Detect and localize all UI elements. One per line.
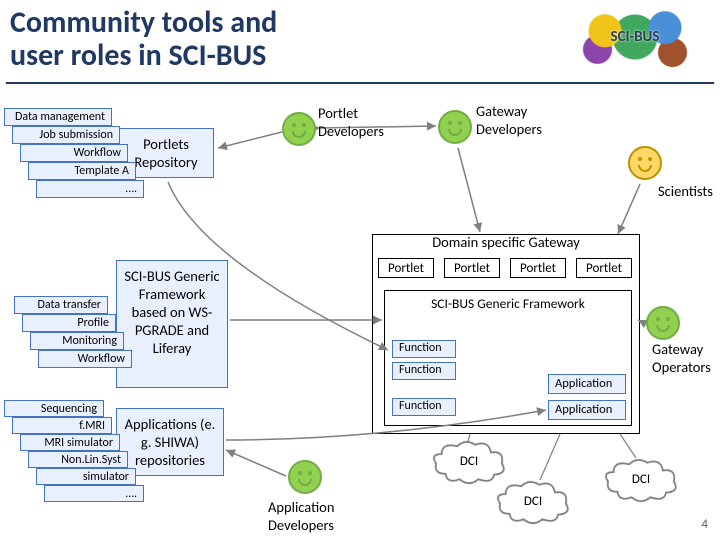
function-box: Function [392,398,456,416]
scientists-label: Scientists [658,182,713,200]
dci-cloud: DCI [494,478,572,526]
portlets-repo-label: Portlets Repository [134,135,197,171]
function-box: Function [392,340,456,358]
stack-tab: Profile [22,314,116,332]
stack-tab: MRI simulator [20,434,120,451]
portlet_dev-label: Portlet Developers [318,104,410,140]
stack-tab: Template A [28,162,136,180]
framework-label: SCI-BUS Generic Framework based on WS-PG… [124,267,219,357]
gateway_dev-face-icon [438,110,472,144]
app_dev-face-icon [288,460,322,494]
gateway_dev-label: Gateway Developers [476,102,568,138]
dci-cloud: DCI [602,456,680,504]
stack-tab: Sequencing [4,400,104,417]
stack-tab: Monitoring [30,332,124,350]
portlet-box: Portlet [510,258,566,278]
title-line: Community tools and user roles in SCI-BU… [10,4,277,74]
applications-repo-box: Applications (e. g. SHIWA) repositories [116,408,224,476]
stack-tab: Non.Lin.Syst [28,451,128,468]
logo-text: SCI-BUS [611,28,660,46]
stack-tab: f.MRI [12,417,112,434]
app_dev-label: Application Developers [268,498,360,534]
framework-box: SCI-BUS Generic Framework based on WS-PG… [116,260,228,388]
slide-title: Community tools and user roles in SCI-BU… [10,6,277,72]
gw_operators-face-icon [646,306,680,340]
gw_operators-label: Gateway Operators [652,340,720,376]
portlet-box: Portlet [444,258,500,278]
stack-tab: Data transfer [14,296,108,314]
stack-tab: Workflow [38,350,132,368]
stack-tab: Job submission [12,126,120,144]
stack-tab: …. [36,180,144,198]
domain-title: Domain specific Gateway [432,233,580,251]
stack-tab: …. [44,485,144,502]
title-underline [6,82,714,84]
stack-tab: Workflow [20,144,128,162]
application-box: Application [548,400,626,420]
stack-tab: Data management [4,108,112,126]
function-box: Function [392,362,456,380]
portlet-box: Portlet [576,258,632,278]
stack-tab: simulator [36,468,136,485]
portlet-box: Portlet [378,258,434,278]
scientists-face-icon [628,146,662,180]
portlet_dev-face-icon [282,112,316,146]
framework-inner-label: SCI-BUS Generic Framework [431,295,585,312]
slide-number: 4 [701,517,708,532]
apps-repo-label: Applications (e. g. SHIWA) repositories [125,415,216,469]
application-box: Application [548,374,626,394]
scibus-logo: SCI-BUS [560,6,710,68]
